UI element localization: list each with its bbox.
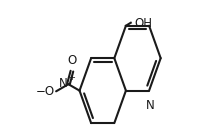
Text: N: N bbox=[59, 77, 68, 90]
Text: +: + bbox=[69, 73, 75, 82]
Text: OH: OH bbox=[134, 17, 152, 30]
Text: O: O bbox=[67, 54, 77, 67]
Text: −O: −O bbox=[35, 85, 54, 99]
Text: N: N bbox=[146, 99, 155, 112]
